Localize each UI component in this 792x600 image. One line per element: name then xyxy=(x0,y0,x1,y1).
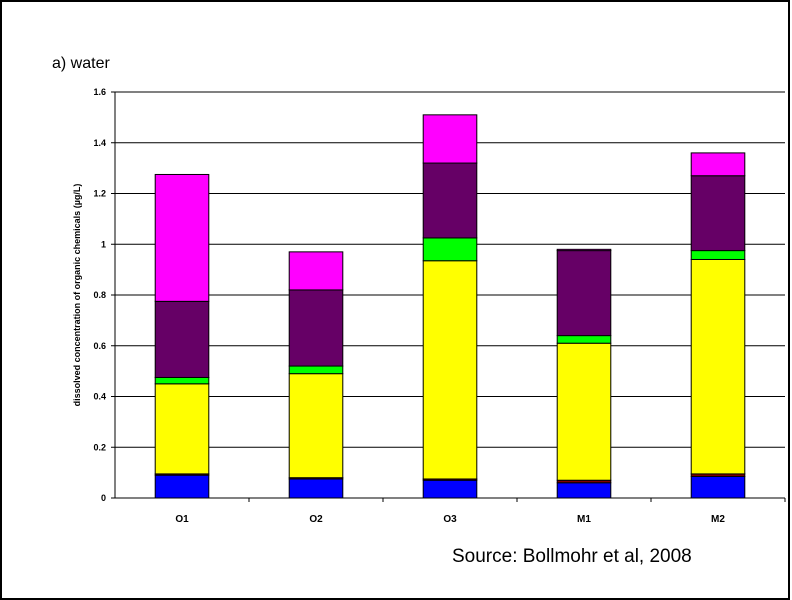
y-tick-label: 0 xyxy=(101,493,106,503)
bar-segment xyxy=(556,342,612,481)
bars xyxy=(154,114,746,499)
gridlines xyxy=(115,91,785,448)
axes: 0 0.2 0.4 0.6 0.8 1 1.2 1.4 1.6 O1 O2 O3 M1 M2 xyxy=(93,87,786,525)
bar-segment xyxy=(690,475,746,499)
bar-segment xyxy=(556,482,612,499)
chart-title: a) water xyxy=(52,55,110,72)
y-tick-label: 1.4 xyxy=(93,138,106,148)
bar-segment xyxy=(422,260,478,480)
y-axis-label: dissolved concentration of organic chemi… xyxy=(72,184,82,407)
bar-segment xyxy=(556,250,612,337)
x-tick-label: O2 xyxy=(309,514,323,525)
bar-segment xyxy=(422,114,478,164)
bar-segment xyxy=(690,175,746,252)
y-tick-label: 1.2 xyxy=(93,189,106,199)
bar-segment xyxy=(288,365,344,375)
x-tick-label: M2 xyxy=(711,514,725,525)
y-tick-label: 1 xyxy=(101,239,106,249)
bar-segment xyxy=(422,237,478,262)
bar-segment xyxy=(690,152,746,177)
y-tick-label: 0.8 xyxy=(93,290,106,300)
bar-segment xyxy=(154,383,210,475)
bar-segment xyxy=(690,250,746,260)
y-tick-label: 0.6 xyxy=(93,341,106,351)
x-tick-label: M1 xyxy=(577,514,591,525)
bar-segment xyxy=(422,479,478,499)
bar-segment xyxy=(556,248,612,252)
bar-segment xyxy=(288,373,344,479)
bar-segment xyxy=(154,300,210,378)
x-tick-label: O3 xyxy=(443,514,457,525)
bar-segment xyxy=(556,335,612,344)
source-caption: Source: Bollmohr et al, 2008 xyxy=(452,546,692,567)
y-tick-label: 0.2 xyxy=(93,442,106,452)
bar-segment xyxy=(690,258,746,475)
bar-segment xyxy=(154,474,210,499)
bar-segment xyxy=(288,478,344,499)
y-tick-label: 1.6 xyxy=(93,87,106,97)
x-tick-label: O1 xyxy=(175,514,189,525)
bar-segment xyxy=(154,173,210,302)
y-tick-label: 0.4 xyxy=(93,392,106,402)
bar-segment xyxy=(288,289,344,367)
bar-segment xyxy=(422,162,478,239)
bar-segment xyxy=(288,251,344,291)
bar-segment xyxy=(154,376,210,385)
